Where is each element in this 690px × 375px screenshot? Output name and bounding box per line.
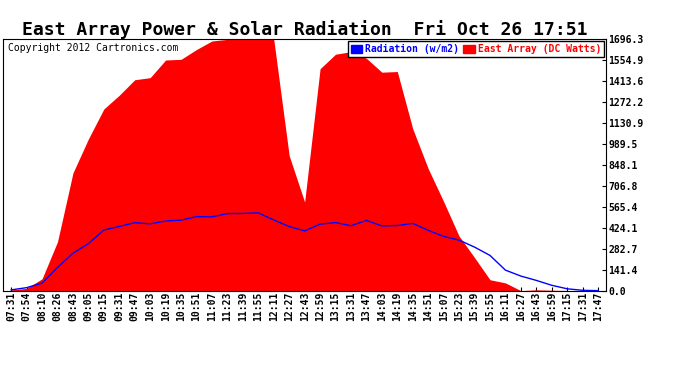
Text: Copyright 2012 Cartronics.com: Copyright 2012 Cartronics.com bbox=[8, 43, 179, 52]
Title: East Array Power & Solar Radiation  Fri Oct 26 17:51: East Array Power & Solar Radiation Fri O… bbox=[22, 20, 587, 39]
Legend: Radiation (w/m2), East Array (DC Watts): Radiation (w/m2), East Array (DC Watts) bbox=[348, 41, 604, 57]
